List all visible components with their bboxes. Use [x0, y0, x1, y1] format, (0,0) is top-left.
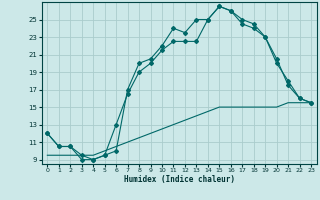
X-axis label: Humidex (Indice chaleur): Humidex (Indice chaleur)	[124, 175, 235, 184]
